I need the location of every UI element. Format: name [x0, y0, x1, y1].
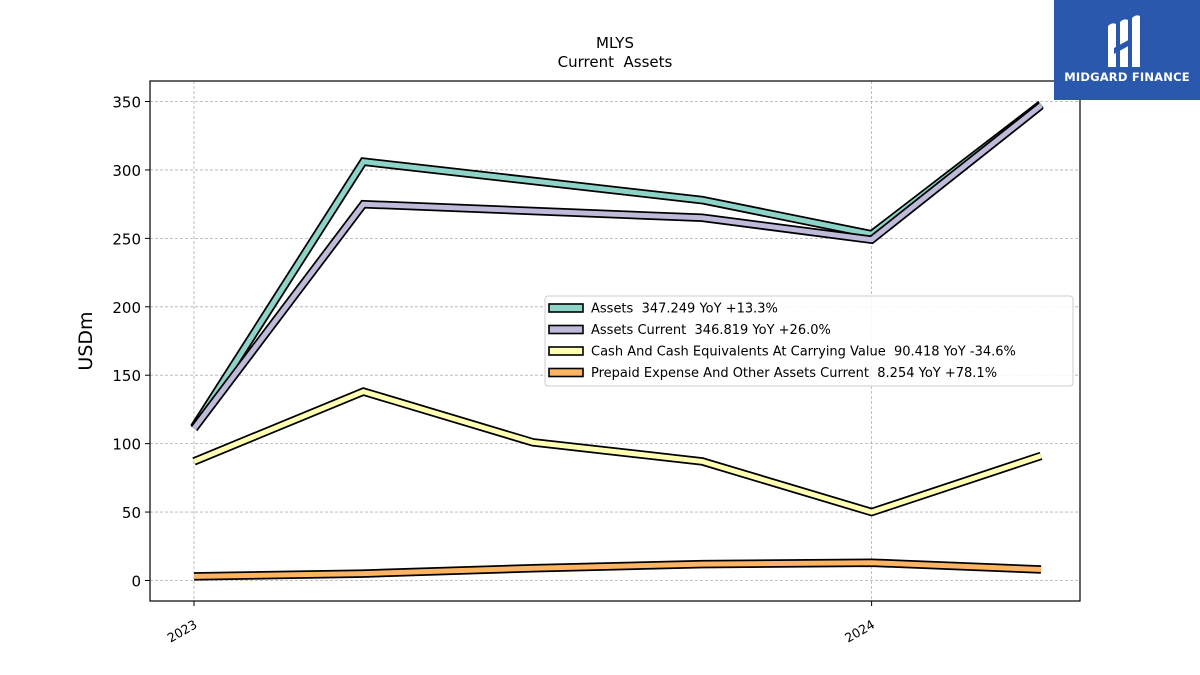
legend-entry: Assets 347.249 YoY +13.3%: [591, 302, 778, 317]
legend-swatch: [548, 367, 584, 378]
logo-mark-icon: [1054, 0, 1200, 100]
chart-title: MLYS: [596, 34, 634, 52]
y-axis: 0 50 100 150 200 250 300 350: [112, 94, 150, 590]
plot-frame: [149, 80, 1081, 602]
y-tick-label: 250: [112, 230, 141, 248]
y-tick-label: 200: [112, 299, 141, 317]
series-line-fill: [192, 103, 1043, 431]
legend-swatch: [548, 303, 584, 313]
legend: Assets 347.249 YoY +13.3% Assets Current …: [544, 295, 1074, 387]
legend-entry: Prepaid Expense And Other Assets Current…: [591, 366, 997, 381]
y-tick-label: 150: [112, 367, 141, 385]
y-tick-label: 0: [131, 572, 141, 590]
series-line-4: [193, 558, 1042, 581]
x-tick-label: 2024: [842, 617, 877, 646]
x-axis: 2023 2024: [164, 601, 877, 646]
y-tick-label: 100: [112, 436, 141, 454]
series-line-2: [190, 102, 1044, 432]
series-lines: [190, 100, 1044, 581]
midgard-finance-logo: MIDGARD FINANCE: [1054, 0, 1200, 100]
legend-entry: Assets Current 346.819 YoY +26.0%: [591, 323, 831, 338]
chart-subtitle: Current Assets: [558, 53, 673, 71]
y-tick-label: 350: [112, 94, 141, 112]
series-line-fill: [193, 560, 1042, 579]
legend-box: [544, 295, 1074, 387]
series-line-fill: [193, 388, 1042, 515]
legend-swatch: [548, 324, 584, 335]
series-line-3: [192, 387, 1043, 517]
logo-text: MIDGARD FINANCE: [1064, 70, 1190, 84]
y-axis-label: USDm: [75, 311, 97, 370]
y-tick-label: 50: [122, 504, 141, 522]
y-tick-label: 300: [112, 162, 141, 180]
legend-swatch: [548, 346, 584, 356]
x-tick-label: 2023: [164, 617, 199, 646]
legend-entry: Cash And Cash Equivalents At Carrying Va…: [591, 345, 1016, 360]
